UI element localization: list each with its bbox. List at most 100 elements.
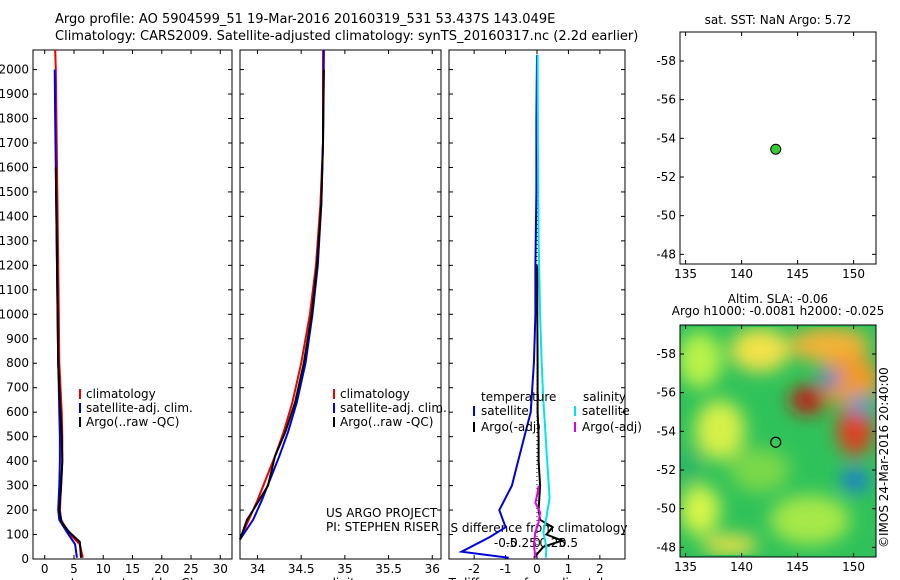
temperature-legend-label: Argo(..raw -QC) [86, 415, 179, 429]
temperature-xtick-label: 5 [70, 562, 78, 576]
salinity-series-1 [239, 49, 325, 540]
difference-series-3 [532, 485, 542, 558]
difference-top-tick-label: -0.5 [494, 536, 517, 550]
temperature-x-axis-label: temperature (deg C) [71, 576, 194, 580]
sst-map-xtick-label: 150 [842, 267, 865, 281]
sla-map-axes-box [679, 324, 877, 558]
temperature-xtick-label: 10 [96, 562, 111, 576]
sla-map-ytick-label: -54 [656, 424, 676, 438]
sla-map-xtick-label: 150 [842, 560, 865, 574]
temperature-ytick-label: 700 [6, 381, 29, 395]
temperature-xtick-label: 0 [41, 562, 49, 576]
sla-map-title: Altim. SLA: -0.06 [728, 292, 828, 306]
salinity-series-0 [239, 50, 324, 540]
salinity-annotation: US ARGO PROJECT [326, 506, 438, 520]
difference-xtick-label: -1 [500, 562, 512, 576]
difference-legend-label: satellite [481, 404, 529, 418]
temperature-ytick-label: 1600 [0, 160, 29, 174]
temperature-xtick-label: 25 [183, 562, 198, 576]
temperature-ytick-label: 1400 [0, 209, 29, 223]
difference-xtick-label: 2 [596, 562, 604, 576]
sla-map-ytick-label: -50 [656, 502, 676, 516]
salinity-x-axis-label: salinity [319, 576, 362, 580]
salinity-axes-box [239, 49, 442, 560]
temperature-legend-label: climatology [86, 387, 156, 401]
temperature-ytick-label: 1700 [0, 136, 29, 150]
temperature-ytick-label: 600 [6, 405, 29, 419]
salinity-xtick-label: 36 [425, 562, 440, 576]
temperature-ytick-label: 1300 [0, 234, 29, 248]
difference-legend-title: salinity [583, 390, 626, 404]
difference-xtick-label: -2 [468, 562, 480, 576]
temperature-ytick-label: 900 [6, 332, 29, 346]
temperature-ytick-label: 1100 [0, 283, 29, 297]
difference-top-tick-label: 0 [533, 536, 541, 550]
salinity-series-2 [239, 69, 325, 540]
difference-series-0 [458, 54, 538, 559]
argo-position-marker [770, 143, 782, 155]
sla-map-xtick-label: 145 [786, 560, 809, 574]
plot-title-line1: Argo profile: AO 5904599_51 19-Mar-2016 … [55, 12, 556, 27]
sst-map-title: sat. SST: NaN Argo: 5.72 [705, 13, 852, 27]
argo-position-marker [770, 436, 782, 448]
temperature-xtick-label: 20 [154, 562, 169, 576]
temperature-ytick-label: 1000 [0, 307, 29, 321]
temperature-ytick-label: 1900 [0, 87, 29, 101]
temperature-ytick-label: 300 [6, 479, 29, 493]
salinity-legend-label: Argo(..raw -QC) [340, 415, 433, 429]
difference-x-axis-label: T difference from climatology [448, 576, 626, 580]
difference-legend-label: Argo(-adj) [582, 420, 642, 434]
difference-series-1 [533, 265, 566, 559]
difference-series-2 [536, 54, 551, 558]
sst-map-ytick-label: -58 [656, 54, 676, 68]
difference-top-axis-label: S difference from climatology [451, 521, 628, 535]
sla-map-xtick-label: 140 [730, 560, 753, 574]
salinity-xtick-label: 34 [250, 562, 265, 576]
difference-xtick-label: 1 [565, 562, 573, 576]
sst-map-ytick-label: -52 [656, 170, 676, 184]
salinity-legend-label: climatology [340, 387, 410, 401]
sst-map-ytick-label: -48 [656, 247, 676, 261]
difference-xtick-label: 0 [533, 562, 541, 576]
temperature-xtick-label: 15 [125, 562, 140, 576]
sla-map-subtitle: Argo h1000: -0.0081 h2000: -0.025 [672, 304, 885, 318]
temperature-ytick-label: 2000 [0, 63, 29, 77]
sla-map-xtick-label: 135 [674, 560, 697, 574]
sla-heatmap [680, 325, 876, 557]
sla-map-ytick-label: -56 [656, 386, 676, 400]
temperature-ytick-label: 1200 [0, 258, 29, 272]
difference-legend-title: temperature [481, 390, 556, 404]
sla-map-ytick-label: -48 [656, 540, 676, 554]
plot-title-line2: Climatology: CARS2009. Satellite-adjuste… [55, 29, 639, 44]
temperature-ytick-label: 1500 [0, 185, 29, 199]
sst-map-ytick-label: -50 [656, 209, 676, 223]
temperature-ytick-label: 800 [6, 356, 29, 370]
temperature-ytick-label: 0 [21, 552, 29, 566]
sla-map-ytick-label: -52 [656, 463, 676, 477]
temperature-axes-box [32, 49, 233, 560]
sst-map-axes-box [679, 31, 877, 265]
temperature-ytick-label: 500 [6, 430, 29, 444]
imos-credit: ©IMOS 24-Mar-2016 20:40:00 [877, 367, 891, 548]
difference-legend-label: Argo(-adj) [481, 420, 541, 434]
salinity-legend-label: satellite-adj. clim. [340, 401, 447, 415]
temperature-ytick-label: 100 [6, 528, 29, 542]
temperature-legend-label: satellite-adj. clim. [86, 401, 193, 415]
salinity-xtick-label: 35 [337, 562, 352, 576]
salinity-xtick-label: 35.5 [375, 562, 402, 576]
temperature-ytick-label: 1800 [0, 112, 29, 126]
difference-top-tick-label: 0.5 [559, 536, 578, 550]
salinity-annotation: PI: STEPHEN RISER [326, 520, 439, 534]
sst-map-xtick-label: 135 [674, 267, 697, 281]
sst-map-xtick-label: 140 [730, 267, 753, 281]
sst-map-xtick-label: 145 [786, 267, 809, 281]
difference-top-tick-label: -0.25 [506, 536, 537, 550]
difference-legend-label: satellite [582, 404, 630, 418]
sst-map-ytick-label: -56 [656, 93, 676, 107]
sla-map-ytick-label: -58 [656, 347, 676, 361]
temperature-series-2 [54, 167, 82, 558]
temperature-xtick-label: 30 [213, 562, 228, 576]
salinity-xtick-label: 34.5 [288, 562, 315, 576]
sst-map-ytick-label: -54 [656, 131, 676, 145]
